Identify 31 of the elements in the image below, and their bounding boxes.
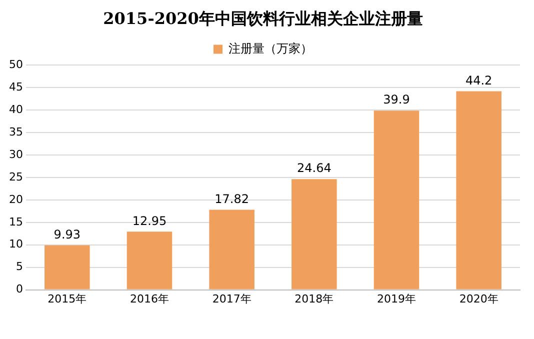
y-tick-label: 15 <box>8 215 23 228</box>
data-label: 24.64 <box>296 161 332 176</box>
y-tick-label: 5 <box>16 260 23 274</box>
bar <box>44 245 90 290</box>
bar <box>209 210 254 290</box>
x-tick-label: 2016年 <box>130 292 169 306</box>
data-label: 44.2 <box>465 73 492 88</box>
bar <box>126 232 172 290</box>
y-tick-label: 40 <box>8 102 23 116</box>
y-tick-label: 0 <box>16 282 23 296</box>
data-label: 12.95 <box>132 214 167 228</box>
bar <box>292 179 337 290</box>
y-tick-label: 35 <box>8 125 23 138</box>
data-label: 39.9 <box>383 92 410 107</box>
x-tick-label: 2018年 <box>294 292 334 306</box>
chart-title: 2015-2020年中国饮料行业相关企业注册量 <box>103 8 423 28</box>
legend-label: 注册量（万家） <box>228 41 312 56</box>
data-label: 17.82 <box>214 192 250 206</box>
y-tick-label: 45 <box>8 80 23 94</box>
data-label: 9.93 <box>54 227 81 242</box>
y-tick-label: 25 <box>8 170 23 184</box>
y-tick-label: 10 <box>8 238 23 251</box>
y-tick-label: 50 <box>8 58 23 72</box>
bar <box>374 110 420 290</box>
y-tick-label: 20 <box>8 192 23 206</box>
bar <box>456 91 502 290</box>
y-tick-label: 30 <box>8 148 23 161</box>
x-tick-label: 2020年 <box>459 292 498 306</box>
x-tick-label: 2015年 <box>48 292 87 306</box>
x-tick-label: 2017年 <box>212 292 252 306</box>
x-tick-label: 2019年 <box>377 292 416 306</box>
